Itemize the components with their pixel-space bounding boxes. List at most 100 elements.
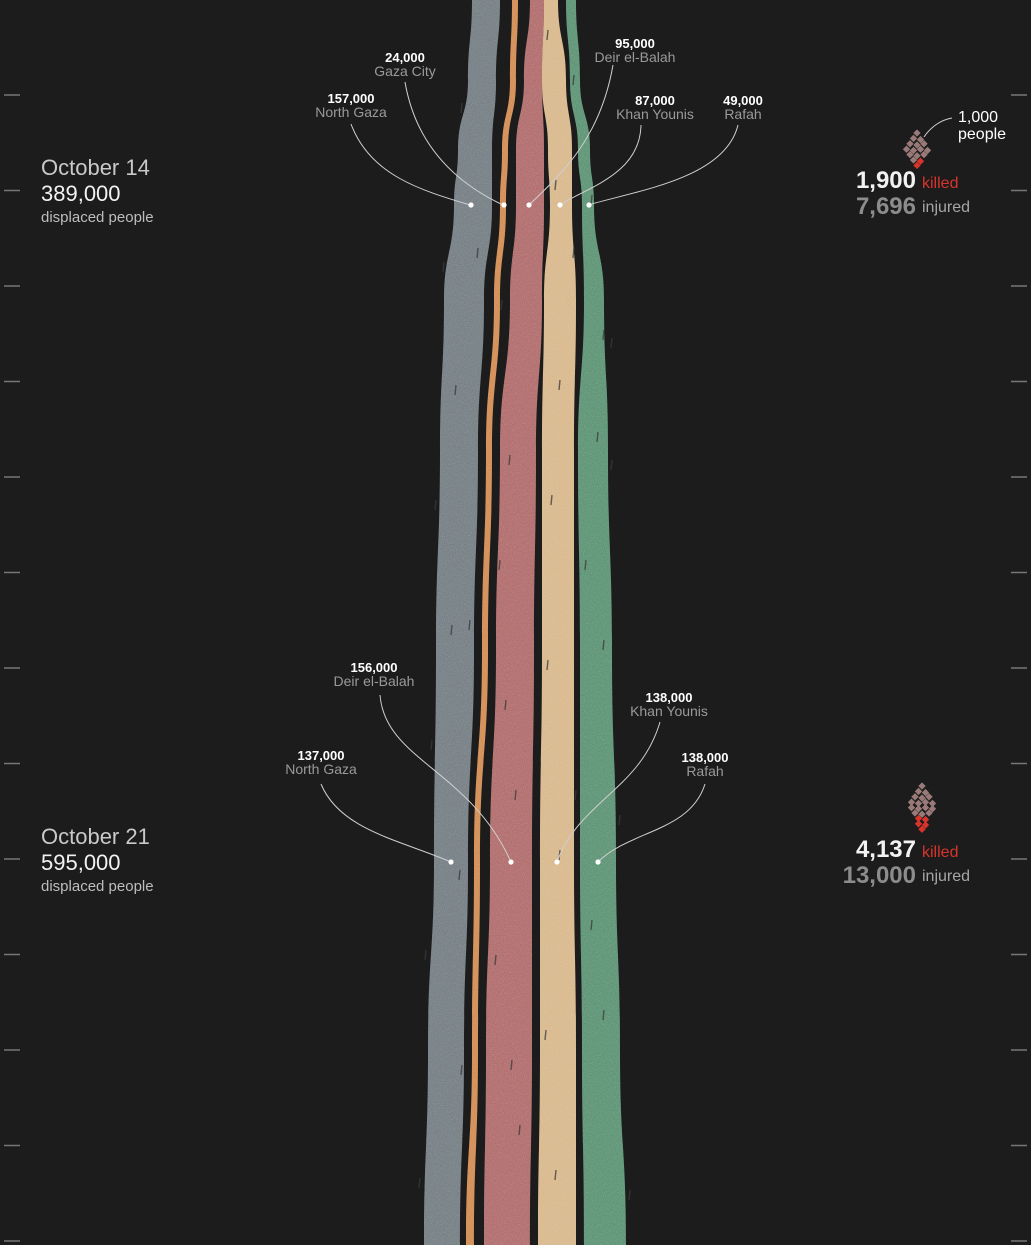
region-name: Khan Younis [616,106,694,122]
injured-square [909,156,918,164]
leader-line [559,124,642,206]
displaced-label: displaced people [41,878,154,895]
tick-marks-left [4,94,20,1242]
injured-square [914,805,923,813]
leader-lines [320,64,739,863]
injured-label: injured [922,868,970,885]
figure-mark [434,499,437,511]
stream-north-gaza [424,0,500,1245]
stream-khan-younis [538,0,576,1245]
injured-square [928,799,937,808]
figure-mark [554,1169,557,1181]
region-value: 138,000 [646,690,693,705]
figure-mark [574,789,577,801]
displaced-total: 389,000 [41,181,121,206]
figure-mark [510,1059,513,1071]
legend-value: 1,000 [958,109,998,126]
anchor-dot [468,202,474,208]
region-name: Deir el-Balah [595,49,676,65]
region-value: 49,000 [723,93,763,108]
injured-square [920,150,928,159]
figure-mark [546,29,549,41]
figure-mark [424,949,427,961]
region-value: 24,000 [385,50,425,65]
figure-mark [610,459,613,471]
figure-mark [572,247,575,259]
region-name: Khan Younis [630,703,708,719]
figure-mark [610,337,613,349]
leader-line [587,124,739,206]
leader-line [350,123,471,206]
injured-square [921,803,930,812]
figure-mark [596,431,599,443]
anchor-dot [508,859,514,865]
injured-square [920,140,928,148]
injured-count: 13,000 [843,862,916,889]
snapshot-oct14-summary: October 14 389,000 displaced people [41,155,154,226]
figure-mark [590,194,593,206]
figure-mark [546,659,549,671]
date-label: October 14 [41,155,150,180]
injured-square [913,129,921,137]
legend-unit: people [958,126,1006,143]
injured-square [925,809,933,817]
figure-mark [442,261,445,273]
casualty-pictograms [902,129,937,833]
injured-count: 7,696 [856,193,916,220]
figure-mark [450,624,453,636]
figure-mark [602,639,605,651]
anchor-dot [554,859,560,865]
anchor-dot [501,202,507,208]
injured-square [921,788,930,797]
killed-label: killed [922,844,958,861]
figure-mark [518,1124,521,1136]
casualty-pictogram [907,782,937,833]
snapshot-oct14-casualties: 1,900 killed 7,696 injured [856,167,970,220]
snapshot-oct21-summary: October 21 595,000 displaced people [41,824,154,895]
leader-line [320,783,452,863]
region-value: 138,000 [682,750,729,765]
injured-square [913,141,921,149]
leader-line [528,64,614,206]
killed-count: 1,900 [856,167,916,194]
stream-bands [424,0,626,1245]
anchor-dot [557,202,563,208]
date-label: October 21 [41,824,150,849]
injured-square [906,140,914,148]
figure-mark [418,1177,421,1189]
leader-line [597,783,706,863]
stream-deir-el-balah [484,0,544,1245]
stream-gaza-city [466,0,518,1245]
injured-square [914,787,923,796]
injured-square [928,805,937,813]
anchor-dot [448,859,454,865]
figure-mark [544,1029,547,1041]
killed-square [921,821,930,829]
injured-square [907,803,916,812]
region-value: 87,000 [635,93,675,108]
figure-mark [602,1009,605,1021]
region-name: North Gaza [315,104,387,120]
figure-mark [460,102,463,114]
snapshot-oct14-region-labels: 157,000 North Gaza 24,000 Gaza City 95,0… [315,36,763,122]
injured-square [913,152,921,160]
region-name: Rafah [724,106,761,122]
figure-mark [430,739,433,751]
region-value: 137,000 [298,748,345,763]
injured-square [921,798,930,806]
figure-legend: 1,000 people [923,109,1006,143]
casualty-pictogram [902,129,932,170]
killed-count: 4,137 [856,836,916,863]
killed-square [914,814,923,823]
leader-line [404,81,504,206]
figure-mark [584,559,587,571]
injured-square [918,810,926,818]
killed-square [914,820,923,828]
displaced-total: 595,000 [41,850,121,875]
leader-line [379,694,512,863]
injured-square [909,134,918,143]
injured-square [902,145,911,153]
figure-mark [550,494,553,506]
region-value: 157,000 [328,91,375,106]
injured-square [925,793,933,801]
